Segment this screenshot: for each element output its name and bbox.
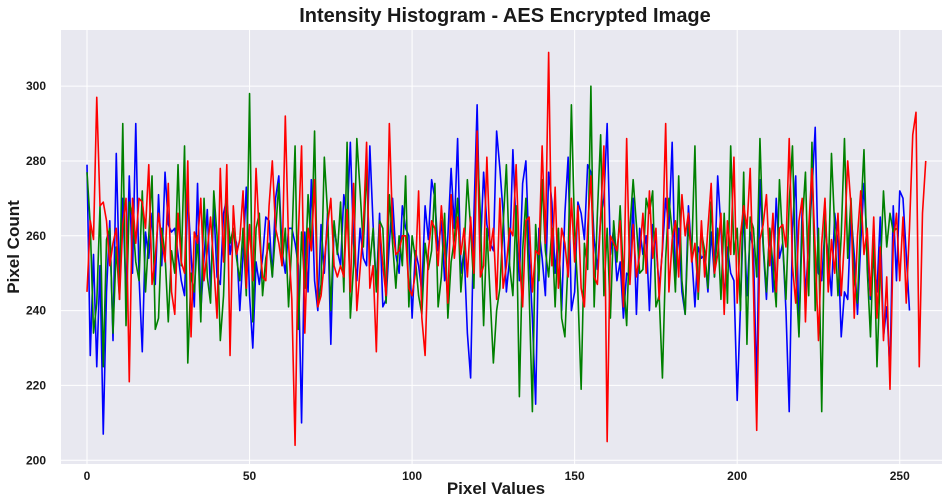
y-tick-label: 200	[26, 453, 46, 467]
series-line-2	[86, 51, 927, 447]
series-line-0	[86, 104, 911, 435]
x-tick-label: 0	[84, 469, 91, 483]
x-tick-label: 100	[402, 469, 422, 483]
y-tick-label: 240	[26, 304, 46, 318]
series-line-1	[86, 85, 898, 413]
y-tick-label: 280	[26, 154, 46, 168]
y-axis-label: Pixel Count	[4, 200, 23, 294]
chart-title: Intensity Histogram - AES Encrypted Imag…	[299, 5, 711, 27]
x-tick-label: 50	[243, 469, 257, 483]
y-tick-label: 260	[26, 229, 46, 243]
y-tick-label: 300	[26, 79, 46, 93]
y-tick-label: 220	[26, 378, 46, 392]
x-tick-label: 200	[727, 469, 747, 483]
x-axis-label: Pixel Values	[447, 479, 545, 498]
x-tick-label: 250	[890, 469, 910, 483]
tick-labels: 0 50 100 150 200 250 200 220 240 260 280 300	[26, 79, 910, 483]
series-group	[86, 51, 927, 447]
x-tick-label: 150	[565, 469, 585, 483]
